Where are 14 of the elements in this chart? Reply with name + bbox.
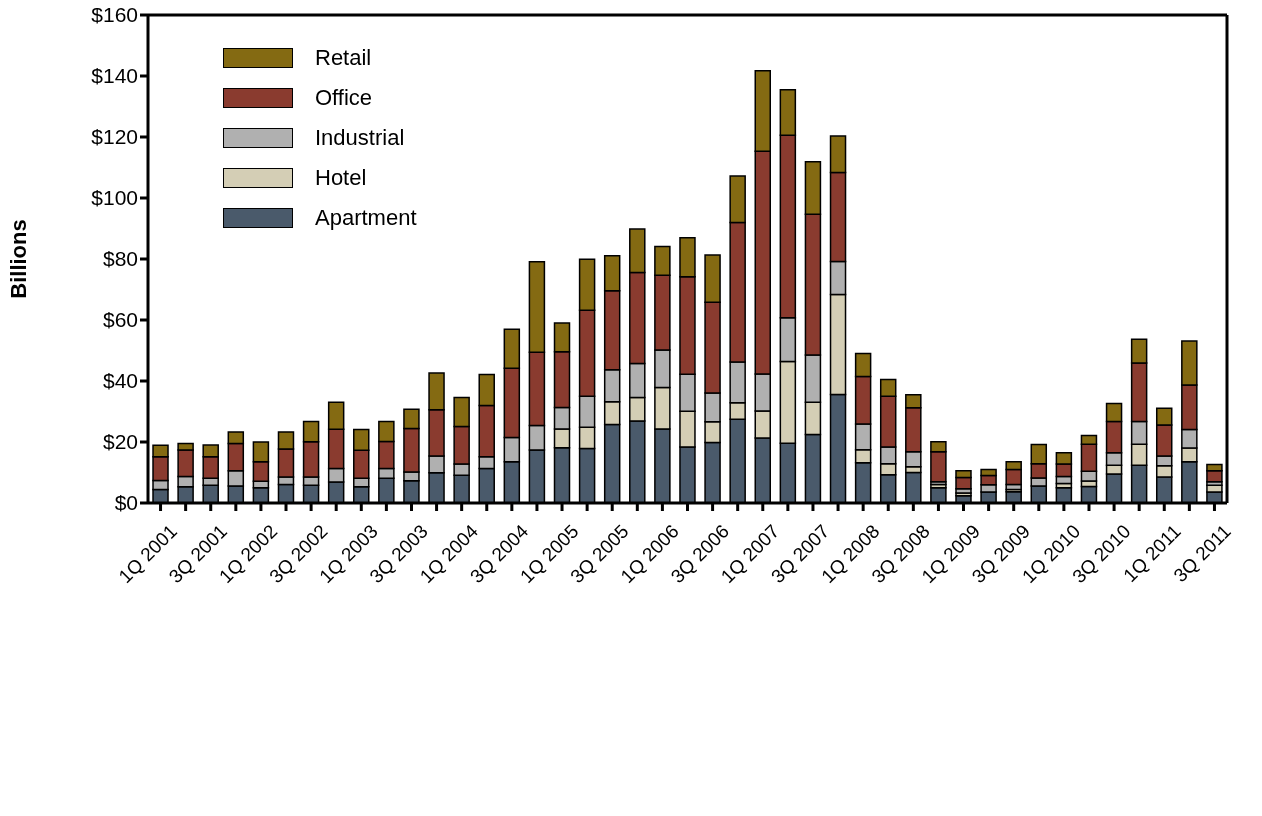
y-tick-label: $0: [114, 491, 138, 515]
y-tick-label: $80: [102, 247, 138, 271]
legend-label: Hotel: [315, 165, 367, 191]
legend-label: Office: [315, 85, 373, 111]
y-tick-label: $60: [102, 308, 138, 332]
y-tick-label: $120: [91, 125, 138, 149]
y-axis-title: Billions: [5, 219, 31, 299]
y-tick-label: $40: [102, 369, 138, 393]
legend-label: Industrial: [315, 125, 405, 151]
y-tick-label: $140: [91, 64, 138, 88]
y-tick-label: $100: [91, 186, 138, 210]
legend-label: Retail: [315, 45, 372, 71]
y-tick-label: $20: [102, 430, 138, 454]
legend-label: Apartment: [315, 205, 417, 231]
